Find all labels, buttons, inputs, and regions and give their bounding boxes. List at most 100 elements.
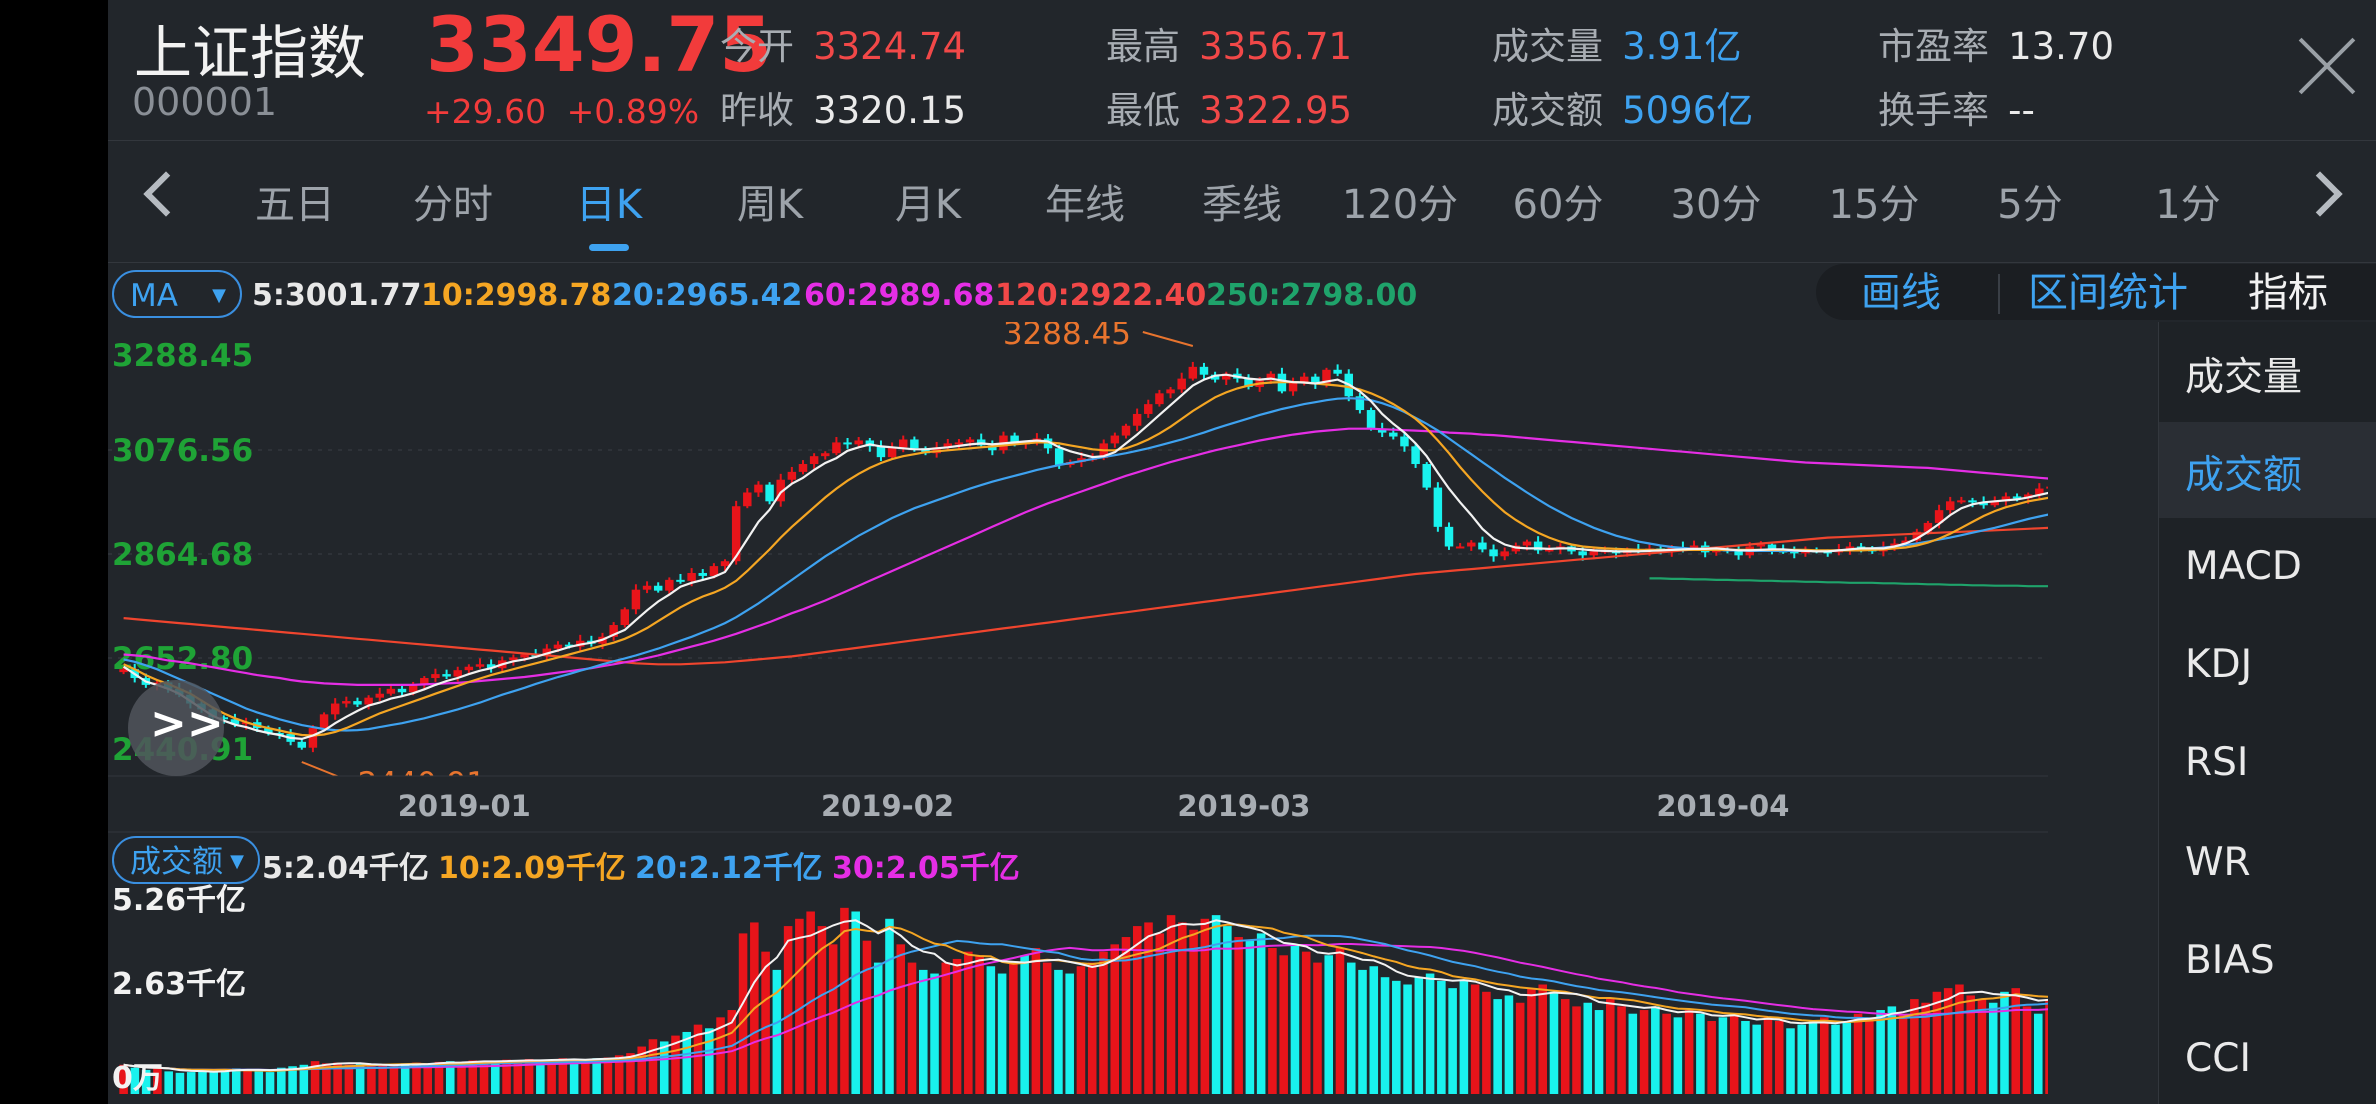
indicator-button[interactable]: 指标	[2248, 270, 2328, 316]
vol-ma10-value: 10:2.09千亿	[438, 851, 626, 886]
volume-bar	[1189, 929, 1198, 1094]
volume-bar	[1977, 999, 1987, 1094]
ma5-line	[122, 373, 2048, 741]
volume-bar	[1943, 988, 1953, 1094]
chevron-right-icon[interactable]	[2297, 171, 2343, 217]
volume-selector[interactable]: 成交额 ▼	[112, 836, 260, 884]
volume-bar	[2000, 991, 2009, 1094]
candle-body	[720, 561, 730, 567]
ma-selector[interactable]: MA ▼	[112, 270, 242, 318]
volume-bar	[738, 933, 748, 1094]
sidebar-item-macd[interactable]: MACD	[2185, 544, 2302, 589]
volume-bar	[175, 1072, 185, 1094]
candle-body	[397, 688, 407, 693]
toolbar-divider	[1998, 274, 2000, 314]
candle-body	[553, 644, 563, 649]
tab-60min[interactable]: 60分	[1512, 182, 1604, 228]
volume-bar	[840, 907, 849, 1094]
candle-body	[665, 579, 674, 591]
candle-body	[954, 442, 964, 445]
stat-label: 成交额	[1492, 89, 1603, 132]
sidebar-item-volume[interactable]: 成交量	[2185, 355, 2303, 400]
change-value: +29.60	[424, 92, 547, 131]
volume-bar	[1425, 973, 1435, 1094]
candlestick-chart[interactable]: 3288.453076.562864.682652.802440.913288.…	[108, 322, 2048, 842]
candle-body	[308, 728, 318, 748]
volume-bar	[1042, 962, 1052, 1094]
period-tabs: 五日 分时 日K 周K 月K 年线 季线 120分 60分 30分 15分 5分…	[108, 148, 2376, 260]
volume-chart[interactable]: 5.26千亿 2.63千亿 0万	[108, 884, 2048, 1104]
candle-body	[1411, 446, 1420, 465]
tab-weekly-k[interactable]: 周K	[736, 182, 804, 228]
volume-bar	[1234, 937, 1243, 1094]
tab-15min[interactable]: 15分	[1828, 182, 1920, 228]
expand-button[interactable]: >>	[128, 680, 224, 776]
sidebar-item-wr[interactable]: WR	[2185, 840, 2251, 885]
high-annotation-label: 3288.45	[1003, 322, 1131, 352]
sidebar-item-kdj[interactable]: KDJ	[2185, 642, 2253, 687]
tab-five-day[interactable]: 五日	[255, 182, 335, 228]
volume-bar	[626, 1053, 635, 1094]
volume-bar	[1515, 1002, 1525, 1094]
candle-body	[765, 484, 774, 502]
volume-bar	[795, 918, 804, 1094]
volume-bar	[1707, 1020, 1716, 1094]
tab-5min[interactable]: 5分	[1997, 182, 2063, 228]
vol-ma20-line	[123, 934, 2048, 1072]
sidebar-item-cci[interactable]: CCI	[2185, 1036, 2251, 1081]
volume-bar	[524, 1058, 534, 1094]
volume-bar	[1684, 1010, 1694, 1094]
volume-bar	[1617, 1006, 1626, 1094]
chevron-left-icon[interactable]	[143, 171, 189, 217]
tab-intraday[interactable]: 分时	[413, 182, 493, 228]
sidebar-item-amount[interactable]: 成交额	[2185, 453, 2303, 498]
candle-body	[832, 442, 841, 454]
candle-body	[1054, 448, 1064, 466]
candle-body	[876, 446, 886, 458]
sidebar-item-rsi[interactable]: RSI	[2185, 740, 2249, 785]
volume-bar	[344, 1064, 354, 1094]
volume-bar	[1245, 940, 1255, 1094]
candle-body	[609, 625, 618, 637]
volume-bar	[1932, 991, 1942, 1094]
candle-body	[2035, 488, 2044, 495]
volume-bar	[1144, 922, 1153, 1094]
volume-bar	[1774, 1020, 1784, 1094]
candle-body	[1155, 393, 1164, 405]
tab-yearly[interactable]: 年线	[1045, 182, 1125, 228]
candle-body	[854, 440, 863, 445]
candle-body	[475, 664, 485, 667]
volume-bar	[930, 973, 939, 1094]
price-axis-label: 2864.68	[112, 537, 253, 573]
range-stats-button[interactable]: 区间统计	[2028, 270, 2188, 316]
candle-body	[1767, 544, 1777, 551]
tab-30min[interactable]: 30分	[1670, 182, 1762, 228]
tab-quarterly[interactable]: 季线	[1202, 182, 1282, 228]
volume-bar	[479, 1061, 489, 1094]
candle-body	[1266, 373, 1276, 381]
close-icon[interactable]	[2295, 34, 2359, 98]
volume-bar	[1065, 973, 1074, 1094]
tab-monthly-k[interactable]: 月K	[894, 182, 962, 228]
tabs-divider	[108, 262, 2376, 263]
candle-body	[1901, 540, 1910, 544]
volume-bar	[1178, 922, 1187, 1094]
volume-bar	[2033, 1013, 2043, 1094]
candle-body	[1389, 432, 1398, 437]
draw-button[interactable]: 画线	[1861, 270, 1941, 316]
volume-bar	[1358, 969, 1367, 1094]
tab-daily-k[interactable]: 日K	[575, 182, 643, 228]
tab-1min[interactable]: 1分	[2155, 182, 2221, 228]
volume-bar	[1819, 1017, 1829, 1094]
vol-ma5-value: 5:2.04千亿	[262, 851, 429, 886]
candle-body	[910, 439, 919, 449]
tab-120min[interactable]: 120分	[1341, 182, 1459, 228]
volume-bar	[603, 1057, 613, 1094]
candle-body	[988, 445, 997, 451]
sidebar-item-bias[interactable]: BIAS	[2185, 938, 2275, 983]
stat-value: 3.91亿	[1622, 25, 1742, 68]
candle-body	[1923, 522, 1933, 532]
volume-bar	[412, 1062, 421, 1094]
volume-bar	[1200, 918, 1210, 1094]
candle-body	[1010, 435, 1019, 445]
